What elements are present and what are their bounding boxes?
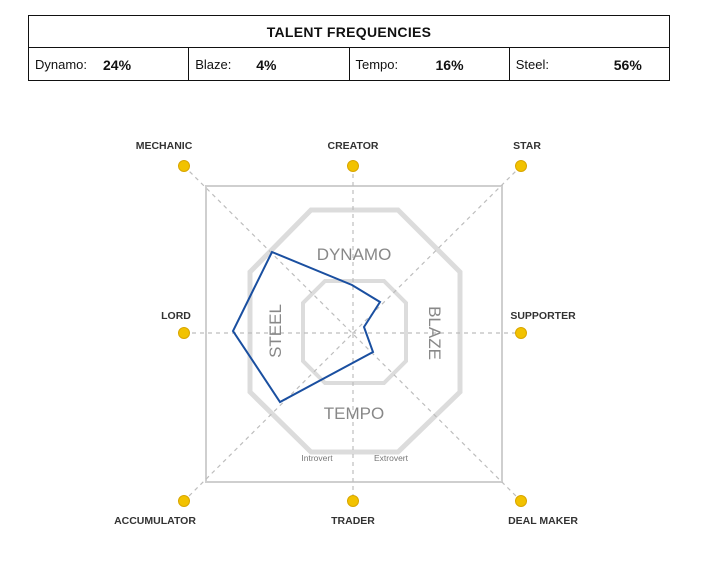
table-title: TALENT FREQUENCIES [29, 16, 669, 48]
accumulator-label: ACCUMULATOR [114, 515, 196, 527]
dynamo-value: 24% [103, 56, 132, 73]
frequency-row: Dynamo: 24% Blaze: 4% Tempo: 16% Steel: … [29, 48, 669, 81]
steel-label: Steel: [515, 57, 549, 72]
blaze-label: Blaze: [195, 57, 232, 72]
blaze-cell: Blaze: 4% [189, 48, 350, 81]
tempo-cell: Tempo: 16% [350, 48, 510, 81]
tempo-label: Tempo: [355, 57, 399, 72]
blaze-profile-label: BLAZE [425, 306, 444, 360]
node-trader: TRADER [331, 495, 375, 527]
mechanic-label: MECHANIC [136, 140, 193, 152]
steel-cell: Steel: 56% [510, 48, 669, 81]
steel-profile-label: STEEL [266, 304, 285, 358]
tempo-value: 16% [435, 56, 464, 73]
introvert-label: Introvert [301, 453, 333, 463]
node-accumulator: ACCUMULATOR [114, 495, 196, 527]
node-lord: LORD [161, 310, 191, 339]
dynamo-cell: Dynamo: 24% [29, 48, 190, 81]
guide-lines [183, 165, 522, 502]
talent-profile-outline [231, 250, 382, 404]
guide-diagonal-1 [183, 165, 522, 502]
guide-diagonal-2 [183, 165, 522, 502]
node-deal-maker: DEAL MAKER [508, 495, 578, 527]
outer-octagon [247, 207, 463, 455]
mechanic-dot [178, 160, 190, 172]
dynamo-profile-label: DYNAMO [317, 245, 392, 264]
accumulator-dot [178, 495, 190, 507]
supporter-dot [515, 327, 527, 339]
deal-maker-dot [515, 495, 527, 507]
star-dot [515, 160, 527, 172]
lord-dot [178, 327, 190, 339]
talent-frequencies-table: TALENT FREQUENCIES Dynamo: 24% Blaze: 4%… [28, 15, 670, 81]
tempo-profile-label: TEMPO [324, 404, 384, 423]
blaze-value: 4% [256, 56, 277, 73]
trader-label: TRADER [331, 515, 375, 527]
star-label: STAR [513, 140, 541, 152]
creator-dot [347, 160, 359, 172]
deal-maker-label: DEAL MAKER [508, 515, 578, 527]
node-creator: CREATOR [328, 140, 379, 172]
creator-label: CREATOR [328, 140, 379, 152]
node-mechanic: MECHANIC [136, 140, 193, 172]
supporter-label: SUPPORTER [510, 310, 576, 322]
extrovert-label: Extrovert [374, 453, 409, 463]
inner-octagon [301, 279, 408, 385]
steel-value: 56% [613, 56, 642, 73]
trader-dot [347, 495, 359, 507]
dynamo-label: Dynamo: [35, 57, 88, 72]
node-supporter: SUPPORTER [510, 310, 576, 339]
outer-frame [205, 185, 503, 483]
node-star: STAR [513, 140, 541, 172]
lord-label: LORD [161, 310, 191, 322]
